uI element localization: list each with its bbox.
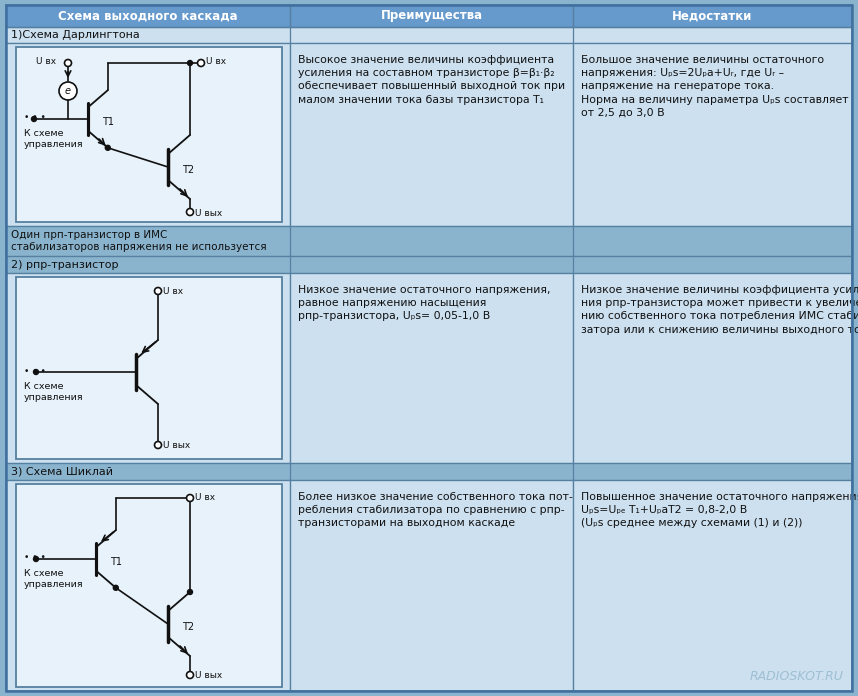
Text: 3) Схема Шиклай: 3) Схема Шиклай: [11, 466, 113, 477]
Circle shape: [188, 61, 192, 65]
Bar: [6, 273, 290, 463]
Text: Низкое значение величины коэффициента усиле-
ния рпр-транзистора может привести : Низкое значение величины коэффициента ус…: [581, 285, 858, 335]
Text: • • •: • • •: [24, 367, 45, 376]
Text: U вх: U вх: [163, 287, 183, 296]
Text: T1: T1: [110, 557, 122, 567]
Circle shape: [33, 370, 39, 374]
Text: К схеме: К схеме: [24, 129, 63, 138]
Bar: [16, 484, 282, 687]
Text: • • •: • • •: [24, 113, 45, 122]
Text: Более низкое значение собственного тока пот-
ребления стабилизатора по сравнению: Более низкое значение собственного тока …: [298, 492, 573, 528]
Bar: [573, 273, 852, 463]
Bar: [6, 226, 852, 256]
Text: U вх: U вх: [195, 493, 215, 503]
Text: Один прп-транзистор в ИМС
стабилизаторов напряжения не используется: Один прп-транзистор в ИМС стабилизаторов…: [11, 230, 267, 251]
Text: Повышенное значение остаточного напряжения
Uₚs=Uₚₑ T₁+UₚaT2 = 0,8-2,0 В
(Uₚs сре: Повышенное значение остаточного напряжен…: [581, 492, 858, 528]
Text: U вых: U вых: [195, 670, 222, 679]
Bar: [16, 277, 282, 459]
Text: Преимущества: Преимущества: [380, 10, 482, 22]
Text: управления: управления: [24, 140, 83, 149]
Text: управления: управления: [24, 393, 83, 402]
Circle shape: [59, 82, 77, 100]
Bar: [573, 5, 852, 27]
Text: T1: T1: [102, 117, 114, 127]
Bar: [6, 43, 290, 226]
Circle shape: [154, 441, 161, 448]
Text: U вх: U вх: [206, 56, 227, 65]
Bar: [6, 463, 852, 480]
Text: 1)Схема Дарлингтона: 1)Схема Дарлингтона: [11, 30, 140, 40]
Bar: [6, 27, 852, 43]
Bar: [16, 47, 282, 222]
Bar: [290, 43, 573, 226]
Text: 2) рпр-транзистор: 2) рпр-транзистор: [11, 260, 118, 269]
Circle shape: [186, 672, 194, 679]
Circle shape: [186, 494, 194, 502]
Circle shape: [32, 116, 37, 122]
Bar: [290, 273, 573, 463]
Text: e: e: [65, 86, 71, 96]
Bar: [6, 480, 290, 691]
Bar: [573, 43, 852, 226]
Circle shape: [113, 585, 118, 590]
Circle shape: [186, 209, 194, 216]
Text: Недостатки: Недостатки: [673, 10, 752, 22]
Bar: [6, 256, 852, 273]
Text: К схеме: К схеме: [24, 569, 63, 578]
Circle shape: [106, 145, 111, 150]
Text: T2: T2: [182, 622, 194, 632]
Bar: [290, 5, 573, 27]
Bar: [290, 480, 573, 691]
Circle shape: [188, 590, 192, 594]
Text: Большое значение величины остаточного
напряжения: Uₚs=2Uₚa+Uᵣ, где Uᵣ –
напряжен: Большое значение величины остаточного на…: [581, 55, 849, 118]
Bar: [6, 5, 290, 27]
Text: RADIOSKOT.RU: RADIOSKOT.RU: [750, 670, 844, 683]
Circle shape: [154, 287, 161, 294]
Text: Высокое значение величины коэффициента
усиления на составном транзисторе β=β₁·β₂: Высокое значение величины коэффициента у…: [298, 55, 565, 104]
Text: управления: управления: [24, 580, 83, 589]
Circle shape: [197, 59, 204, 67]
Text: Низкое значение остаточного напряжения,
равное напряжению насыщения
рпр-транзист: Низкое значение остаточного напряжения, …: [298, 285, 551, 322]
Text: U вых: U вых: [163, 441, 190, 450]
Circle shape: [33, 557, 39, 562]
Circle shape: [64, 59, 71, 67]
Text: Схема выходного каскада: Схема выходного каскада: [58, 10, 238, 22]
Text: U вх: U вх: [36, 56, 56, 65]
Bar: [573, 480, 852, 691]
Text: U вых: U вых: [195, 209, 222, 217]
Text: • • •: • • •: [24, 553, 45, 562]
Text: T2: T2: [182, 165, 194, 175]
Text: К схеме: К схеме: [24, 382, 63, 391]
